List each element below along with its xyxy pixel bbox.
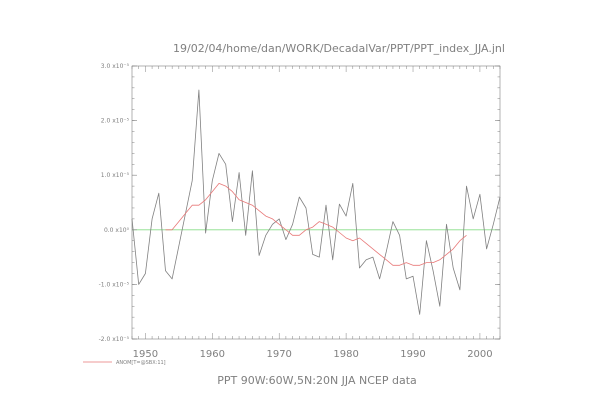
smoothed-series-line xyxy=(165,182,467,266)
x-tick-label: 1980 xyxy=(333,349,358,360)
x-axis-label: PPT 90W:60W,5N:20N JJA NCEP data xyxy=(217,374,417,387)
x-tick-label: 1990 xyxy=(400,349,425,360)
x-tick-label: 2000 xyxy=(467,349,492,360)
x-tick-label: 1950 xyxy=(133,349,158,360)
x-tick-label: 1970 xyxy=(266,349,291,360)
y-tick-label: 1.0 x10⁻⁵ xyxy=(101,172,130,179)
plot-frame xyxy=(131,65,501,340)
chart-title: 19/02/04/home/dan/WORK/DecadalVar/PPT/PP… xyxy=(173,42,505,55)
y-tick-label: -1.0 x10⁻⁵ xyxy=(99,281,130,288)
y-axis-ticks: 3.0 x10⁻⁵ 2.0 x10⁻⁵ 1.0 x10⁻⁵ 0.0 x10⁰ -1.0 … xyxy=(99,63,500,343)
y-tick-label: 3.0 x10⁻⁵ xyxy=(101,63,130,70)
plot-border xyxy=(131,65,501,340)
y-tick-label: 2.0 x10⁻⁵ xyxy=(101,118,130,125)
series-group xyxy=(131,89,501,315)
y-tick-label: -2.0 x10⁻⁵ xyxy=(99,336,130,343)
x-tick-label: 1960 xyxy=(200,349,225,360)
legend: ANOM[T=@SBX:11] xyxy=(83,360,166,366)
y-tick-label: 0.0 x10⁰ xyxy=(104,227,130,234)
anomaly-series-line xyxy=(131,89,501,315)
legend-label: ANOM[T=@SBX:11] xyxy=(116,360,166,366)
x-axis-ticks: 1950 1960 1970 1980 1990 2000 xyxy=(131,66,501,360)
